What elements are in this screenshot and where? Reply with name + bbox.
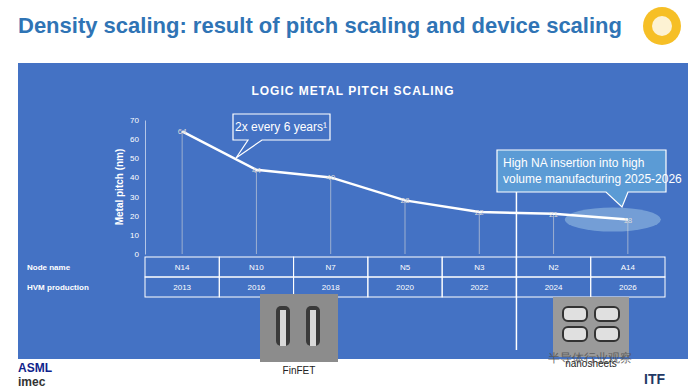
logo-inner [652, 16, 672, 36]
sheet [595, 307, 619, 321]
x-tick-label: N2 [548, 263, 559, 272]
y-tick-label: 60 [130, 135, 139, 144]
image-caption: FinFET [283, 365, 316, 376]
table-cell [368, 277, 442, 297]
fin-core [310, 310, 316, 346]
table-cell [591, 277, 665, 297]
annotation-callout: 2x every 6 years¹ [233, 114, 330, 158]
fin [276, 306, 290, 346]
y-tick: 70 [130, 116, 145, 125]
fin [306, 306, 320, 346]
device-image: FinFET [260, 294, 338, 376]
y-tick: 10 [130, 231, 145, 240]
data-label: 18 [623, 216, 632, 225]
data-label: 28 [401, 196, 410, 205]
hvm-year: 2024 [545, 283, 563, 292]
data-label: 22 [475, 208, 484, 217]
page-title: Density scaling: result of pitch scaling… [18, 13, 622, 38]
logo-asml: ASML [18, 361, 52, 375]
row-label: Node name [27, 263, 71, 272]
table-cell [591, 257, 665, 277]
chart-svg: Density scaling: result of pitch scaling… [0, 0, 700, 389]
drop-line [182, 131, 183, 254]
x-tick-label: N14 [175, 263, 190, 272]
data-label: 64 [178, 127, 187, 136]
fin-core [280, 310, 286, 346]
x-tick-label: N5 [400, 263, 411, 272]
panel [18, 63, 688, 359]
table-cell [368, 257, 442, 277]
drop-line [553, 214, 554, 254]
y-tick: 30 [130, 193, 145, 202]
drop-line [330, 177, 331, 254]
table-cell [219, 257, 293, 277]
x-tick-label: N7 [326, 263, 337, 272]
row-label: HVM production [27, 283, 89, 292]
y-tick: 0 [135, 250, 145, 259]
y-tick-label: 10 [130, 231, 139, 240]
hvm-year: 2026 [619, 283, 637, 292]
callout-box [233, 114, 330, 158]
y-tick-label: 30 [130, 193, 139, 202]
hvm-year: 2020 [396, 283, 414, 292]
annotation-text: High NA insertion into high [503, 156, 644, 170]
y-tick-label: 50 [130, 154, 139, 163]
hvm-year: 2013 [173, 283, 191, 292]
node-table: Node name N14 N10 N7 N5 N3 N2 A14 HVM production… [27, 257, 665, 297]
table-cell [516, 257, 590, 277]
y-tick-label: 0 [135, 250, 140, 259]
drop-line [479, 212, 480, 254]
sheet [563, 327, 587, 341]
drop-line [627, 220, 628, 254]
watermark: 半导体行业观察 [548, 351, 632, 365]
x-tick-label: N10 [249, 263, 264, 272]
y-axis-line [145, 121, 146, 255]
drop-line [256, 170, 257, 254]
y-tick: 60 [130, 135, 145, 144]
data-label: 44 [252, 166, 261, 175]
table-cell [145, 277, 219, 297]
table-cell [516, 277, 590, 297]
table-cell [442, 257, 516, 277]
x-tick-label: A14 [621, 263, 636, 272]
table-cell [145, 257, 219, 277]
logo-imec: imec [18, 375, 46, 389]
y-axis: 0 10 20 30 40 50 60 70 [130, 116, 145, 259]
annotation-callout: High NA insertion into high volume manufa… [497, 150, 682, 207]
table-cell [294, 257, 368, 277]
y-axis-title: Metal pitch (nm) [114, 149, 125, 226]
sheet [563, 307, 587, 321]
chart-title: LOGIC METAL PITCH SCALING [251, 84, 454, 98]
table-cell [442, 277, 516, 297]
data-label: 40 [326, 173, 335, 182]
image-bg [260, 294, 338, 362]
data-label: 21 [549, 210, 558, 219]
sheet [595, 327, 619, 341]
hvm-year: 2016 [248, 283, 266, 292]
y-tick-label: 20 [130, 212, 139, 221]
y-tick: 50 [130, 154, 145, 163]
y-tick: 20 [130, 212, 145, 221]
logo-circle [643, 7, 681, 45]
y-tick-label: 40 [130, 173, 139, 182]
logo-itf: ITF [644, 371, 665, 387]
hvm-year: 2022 [470, 283, 488, 292]
hvm-year: 2018 [322, 283, 340, 292]
y-tick: 40 [130, 173, 145, 182]
top-logo [643, 7, 681, 45]
annotation-text: 2x every 6 years¹ [235, 120, 327, 134]
x-tick-label: N3 [474, 263, 485, 272]
drop-line [405, 200, 406, 254]
annotation-text: volume manufacturing 2025-2026 [503, 172, 682, 186]
image-bg [553, 297, 629, 357]
y-tick-label: 70 [130, 116, 139, 125]
